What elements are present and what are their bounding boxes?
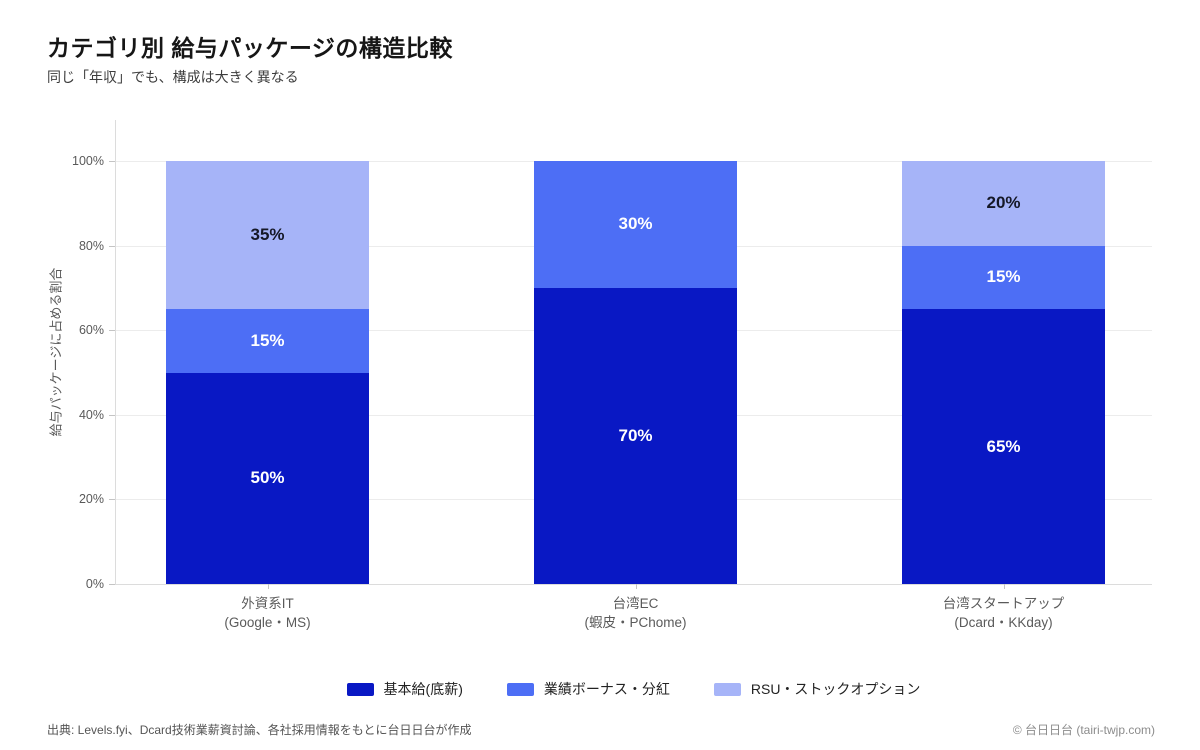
category-detail: (Dcard・KKday): [954, 615, 1053, 630]
chart-subtitle: 同じ「年収」でも、構成は大きく異なる: [47, 69, 299, 85]
y-tick-label: 80%: [78, 238, 104, 253]
y-tick-mark: [109, 245, 115, 247]
segment-value-label: 15%: [986, 267, 1021, 287]
stacked-bar: 65% 15% 20%: [902, 161, 1105, 584]
bar-segment: 35%: [166, 161, 369, 310]
legend-item: 基本給(底薪): [346, 679, 463, 699]
x-tick-mark: [635, 584, 637, 589]
y-tick-label: 40%: [78, 407, 104, 422]
y-tick-label: 100%: [72, 154, 104, 168]
category-name: 台湾EC: [612, 596, 659, 611]
y-tick-mark: [109, 330, 115, 332]
y-tick-label: 20%: [78, 492, 104, 507]
legend-swatch: [713, 682, 741, 696]
segment-value-label: 30%: [618, 214, 653, 234]
segment-value-label: 50%: [250, 468, 285, 488]
bar-segment: 15%: [166, 309, 369, 373]
bar-segment: 20%: [902, 161, 1105, 246]
segment-value-label: 20%: [986, 193, 1021, 213]
category-name: 外資系IT: [241, 596, 294, 611]
category-label: 外資系IT (Google・MS): [224, 594, 310, 632]
y-tick-label: 60%: [78, 323, 104, 338]
segment-value-label: 15%: [250, 330, 285, 350]
bar-segment: 15%: [902, 245, 1105, 310]
y-tick-mark: [109, 499, 115, 501]
x-tick-mark: [1003, 584, 1005, 589]
legend: 基本給(底薪) 業績ボーナス・分紅 RSU・ストックオプション: [115, 679, 1152, 699]
x-tick-mark: [267, 584, 269, 589]
y-tick-label: 0%: [85, 577, 104, 591]
segment-value-label: 65%: [986, 436, 1021, 456]
legend-label: 基本給(底薪): [383, 681, 463, 697]
segment-value-label: 70%: [618, 425, 653, 445]
category-name: 台湾スタートアップ: [942, 596, 1065, 611]
y-axis-line: [115, 120, 116, 584]
y-tick-mark: [109, 584, 115, 585]
legend-label: 業績ボーナス・分紅: [543, 681, 670, 697]
legend-swatch: [506, 682, 534, 696]
segment-value-label: 35%: [250, 225, 285, 245]
y-axis-title: 給与パッケージに占める割合: [48, 267, 64, 437]
category-label: 台湾EC (蝦皮・PChome): [584, 594, 686, 632]
copyright: © 台日日台 (tairi-twjp.com): [1012, 723, 1155, 737]
category-detail: (蝦皮・PChome): [584, 615, 687, 630]
legend-swatch: [346, 682, 374, 696]
legend-item: RSU・ストックオプション: [713, 679, 921, 699]
bar-segment: 50%: [166, 372, 369, 584]
bar-segment: 70%: [534, 287, 737, 584]
stacked-bar: 70% 30%: [534, 161, 737, 584]
x-axis-line: [115, 584, 1152, 585]
y-tick-mark: [109, 414, 115, 416]
legend-label: RSU・ストックオプション: [750, 681, 921, 697]
bar-segment: 30%: [534, 161, 737, 288]
y-tick-mark: [109, 161, 115, 162]
page-title: カテゴリ別 給与パッケージの構造比較: [47, 35, 453, 61]
bar-segment: 65%: [902, 309, 1105, 584]
stacked-bar: 50% 15% 35%: [166, 161, 369, 584]
category-detail: (Google・MS): [224, 615, 311, 630]
category-label: 台湾スタートアップ (Dcard・KKday): [943, 594, 1065, 632]
source-note: 出典: Levels.fyi、Dcard技術業薪資討論、各社採用情報をもとに台日…: [47, 723, 472, 737]
legend-item: 業績ボーナス・分紅: [506, 679, 670, 699]
